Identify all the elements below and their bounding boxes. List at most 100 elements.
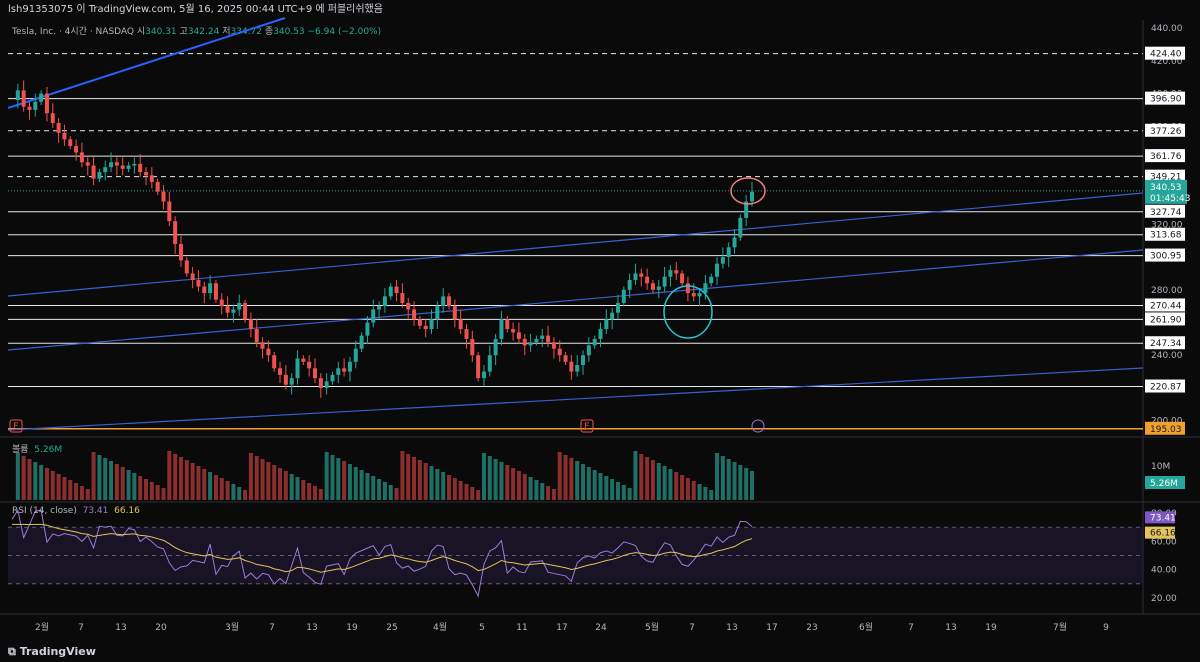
volume-bar bbox=[715, 453, 720, 500]
time-tick: 3월 bbox=[225, 621, 239, 633]
volume-bar bbox=[557, 452, 562, 500]
candle-body bbox=[452, 306, 457, 320]
volume-bar bbox=[441, 472, 446, 500]
volume-bar bbox=[85, 489, 90, 500]
volume-bar bbox=[248, 453, 253, 500]
candle-body bbox=[307, 361, 312, 369]
trendline bbox=[7, 249, 1144, 351]
candle-body bbox=[161, 191, 166, 202]
volume-bar bbox=[371, 476, 376, 500]
volume-bar bbox=[91, 452, 96, 500]
annotation-circle bbox=[663, 285, 713, 339]
volume-bar bbox=[697, 484, 702, 500]
rsi-line bbox=[11, 508, 753, 598]
volume-bar bbox=[44, 468, 49, 500]
volume-bar bbox=[109, 461, 114, 500]
candle-body bbox=[540, 335, 545, 339]
candle-body bbox=[138, 163, 143, 173]
volume-bar bbox=[493, 459, 498, 500]
volume-bar bbox=[377, 479, 382, 500]
candle-body bbox=[347, 361, 352, 372]
price-tick: 440.00 bbox=[1151, 24, 1183, 34]
level-badge-label: 195.03 bbox=[1150, 425, 1182, 435]
time-tick: 24 bbox=[595, 623, 607, 633]
candle-body bbox=[400, 293, 405, 303]
volume-bar bbox=[144, 479, 149, 500]
volume-bar bbox=[289, 474, 294, 500]
volume-bar bbox=[388, 485, 393, 500]
candle-body bbox=[720, 257, 725, 264]
candle-body bbox=[511, 329, 516, 333]
volume-bar bbox=[237, 487, 242, 500]
volume-bar bbox=[161, 488, 166, 500]
candle-body bbox=[190, 273, 195, 281]
volume-bar bbox=[522, 474, 527, 500]
volume-bar bbox=[243, 490, 248, 500]
volume-bar bbox=[703, 487, 708, 500]
candle-body bbox=[621, 289, 626, 303]
volume-bar bbox=[33, 462, 38, 500]
candle-body bbox=[353, 348, 358, 362]
annotation-circle bbox=[730, 177, 766, 205]
volume-bar bbox=[39, 465, 44, 500]
candle-body bbox=[738, 217, 743, 238]
candle-body bbox=[493, 338, 498, 356]
countdown-label: 01:45:43 bbox=[1150, 194, 1190, 204]
candle-body bbox=[534, 338, 539, 343]
volume-bar bbox=[668, 469, 673, 500]
volume-bar bbox=[394, 488, 399, 500]
candle-body bbox=[680, 273, 685, 284]
volume-bar bbox=[365, 473, 370, 500]
volume-bar bbox=[627, 488, 632, 500]
time-tick: 19 bbox=[985, 623, 997, 633]
candle-body bbox=[598, 329, 603, 339]
volume-bar bbox=[74, 483, 79, 500]
volume-bar bbox=[685, 478, 690, 500]
volume-bar bbox=[400, 451, 405, 500]
volume-bar bbox=[79, 486, 84, 500]
candle-body bbox=[56, 123, 61, 133]
symbol-legend: Tesla, Inc. · 4시간 · NASDAQ 시340.31 고342.… bbox=[12, 27, 382, 37]
rsi-badge bbox=[1145, 511, 1175, 524]
volume-bar bbox=[551, 489, 556, 500]
volume-bar bbox=[27, 459, 32, 500]
candle-body bbox=[750, 191, 754, 202]
volume-bar bbox=[266, 462, 271, 500]
candle-body bbox=[639, 273, 644, 277]
time-tick: 4월 bbox=[433, 621, 447, 633]
candle-body bbox=[394, 286, 399, 294]
candle-body bbox=[225, 306, 230, 313]
candle-body bbox=[68, 139, 73, 146]
candle-body bbox=[674, 270, 679, 274]
volume-bar bbox=[575, 461, 580, 500]
volume-bar bbox=[528, 477, 533, 500]
candle-body bbox=[382, 296, 387, 307]
candle-body bbox=[33, 101, 38, 110]
volume-bar bbox=[318, 489, 323, 500]
candle-body bbox=[470, 338, 475, 356]
volume-bar bbox=[178, 457, 183, 500]
volume-bar bbox=[586, 467, 591, 500]
candle-body bbox=[662, 276, 667, 287]
candle-body bbox=[499, 319, 504, 339]
volume-bar bbox=[260, 459, 265, 500]
volume-bar bbox=[656, 463, 661, 500]
time-tick: 5 bbox=[479, 623, 485, 633]
tradingview-brand[interactable]: ⧉ TradingView bbox=[0, 641, 1200, 662]
volume-bar bbox=[138, 476, 143, 500]
candle-body bbox=[627, 280, 632, 290]
rsi-ma-badge-label: 66.16 bbox=[1150, 529, 1176, 539]
candle-body bbox=[330, 374, 335, 382]
volume-bar bbox=[202, 469, 207, 500]
candle-body bbox=[633, 273, 638, 281]
candle-body bbox=[79, 152, 84, 163]
volume-bar bbox=[540, 483, 545, 500]
volume-bar bbox=[476, 490, 481, 500]
candle-body bbox=[388, 286, 393, 297]
time-tick: 7 bbox=[78, 623, 84, 633]
candle-body bbox=[237, 302, 242, 310]
candle-body bbox=[528, 342, 533, 346]
candle-body bbox=[516, 332, 521, 339]
candle-body bbox=[365, 322, 370, 336]
